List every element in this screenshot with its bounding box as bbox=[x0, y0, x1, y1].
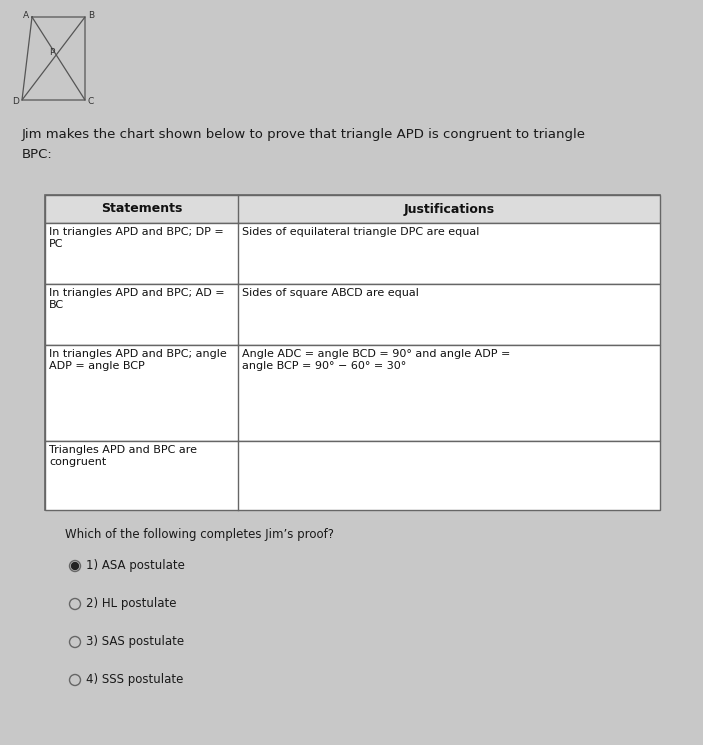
Bar bbox=[45, 345, 660, 441]
Text: Which of the following completes Jim’s proof?: Which of the following completes Jim’s p… bbox=[65, 528, 334, 541]
Text: Angle ADC = angle BCD = 90° and angle ADP =
angle BCP = 90° − 60° = 30°: Angle ADC = angle BCD = 90° and angle AD… bbox=[242, 349, 510, 372]
Text: Sides of equilateral triangle DPC are equal: Sides of equilateral triangle DPC are eq… bbox=[242, 227, 479, 237]
Bar bbox=[45, 441, 660, 510]
Circle shape bbox=[72, 562, 79, 569]
Text: In triangles APD and BPC; DP =
PC: In triangles APD and BPC; DP = PC bbox=[49, 227, 224, 250]
Text: Jim makes the chart shown below to prove that triangle APD is congruent to trian: Jim makes the chart shown below to prove… bbox=[22, 128, 586, 141]
Text: BPC:: BPC: bbox=[22, 148, 53, 161]
Bar bbox=[45, 195, 660, 223]
Text: B: B bbox=[88, 11, 94, 21]
Text: Justifications: Justifications bbox=[404, 203, 495, 215]
Text: In triangles APD and BPC; angle
ADP = angle BCP: In triangles APD and BPC; angle ADP = an… bbox=[49, 349, 227, 372]
Text: D: D bbox=[13, 97, 20, 106]
Text: 1) ASA postulate: 1) ASA postulate bbox=[86, 559, 186, 572]
Text: 4) SSS postulate: 4) SSS postulate bbox=[86, 673, 184, 686]
Text: Statements: Statements bbox=[101, 203, 182, 215]
Bar bbox=[45, 223, 660, 284]
Bar bbox=[45, 284, 660, 345]
Bar bbox=[45, 195, 660, 510]
Text: Triangles APD and BPC are
congruent: Triangles APD and BPC are congruent bbox=[49, 445, 197, 467]
Text: Sides of square ABCD are equal: Sides of square ABCD are equal bbox=[242, 288, 419, 298]
Text: 2) HL postulate: 2) HL postulate bbox=[86, 597, 177, 610]
Text: P: P bbox=[49, 48, 54, 57]
Text: A: A bbox=[23, 11, 29, 21]
Text: 3) SAS postulate: 3) SAS postulate bbox=[86, 635, 185, 648]
Text: C: C bbox=[88, 97, 94, 106]
Text: In triangles APD and BPC; AD =
BC: In triangles APD and BPC; AD = BC bbox=[49, 288, 225, 311]
